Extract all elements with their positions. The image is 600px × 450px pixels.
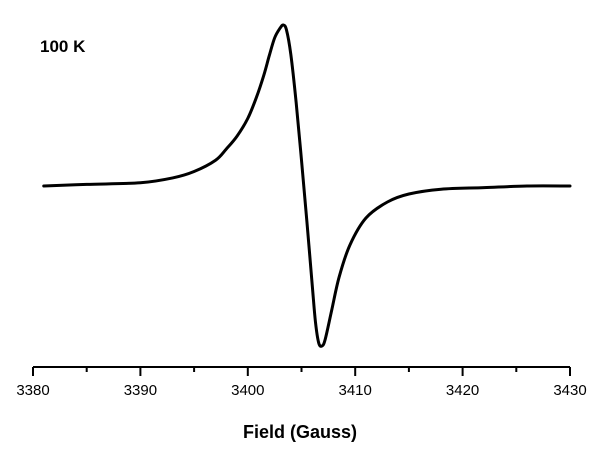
x-tick-label: 3380 xyxy=(16,382,49,399)
x-axis-title: Field (Gauss) xyxy=(243,422,357,442)
x-tick-label: 3400 xyxy=(231,382,264,399)
x-tick-label: 3420 xyxy=(446,382,479,399)
x-tick-label: 3430 xyxy=(553,382,586,399)
spectrum-series-line xyxy=(42,23,572,348)
x-tick-label: 3390 xyxy=(124,382,157,399)
x-tick-label: 3410 xyxy=(339,382,372,399)
x-axis-ticks: 3380 3390 3400 3410 3420 3430 xyxy=(16,367,587,399)
temperature-annotation: 100 K xyxy=(40,37,86,56)
